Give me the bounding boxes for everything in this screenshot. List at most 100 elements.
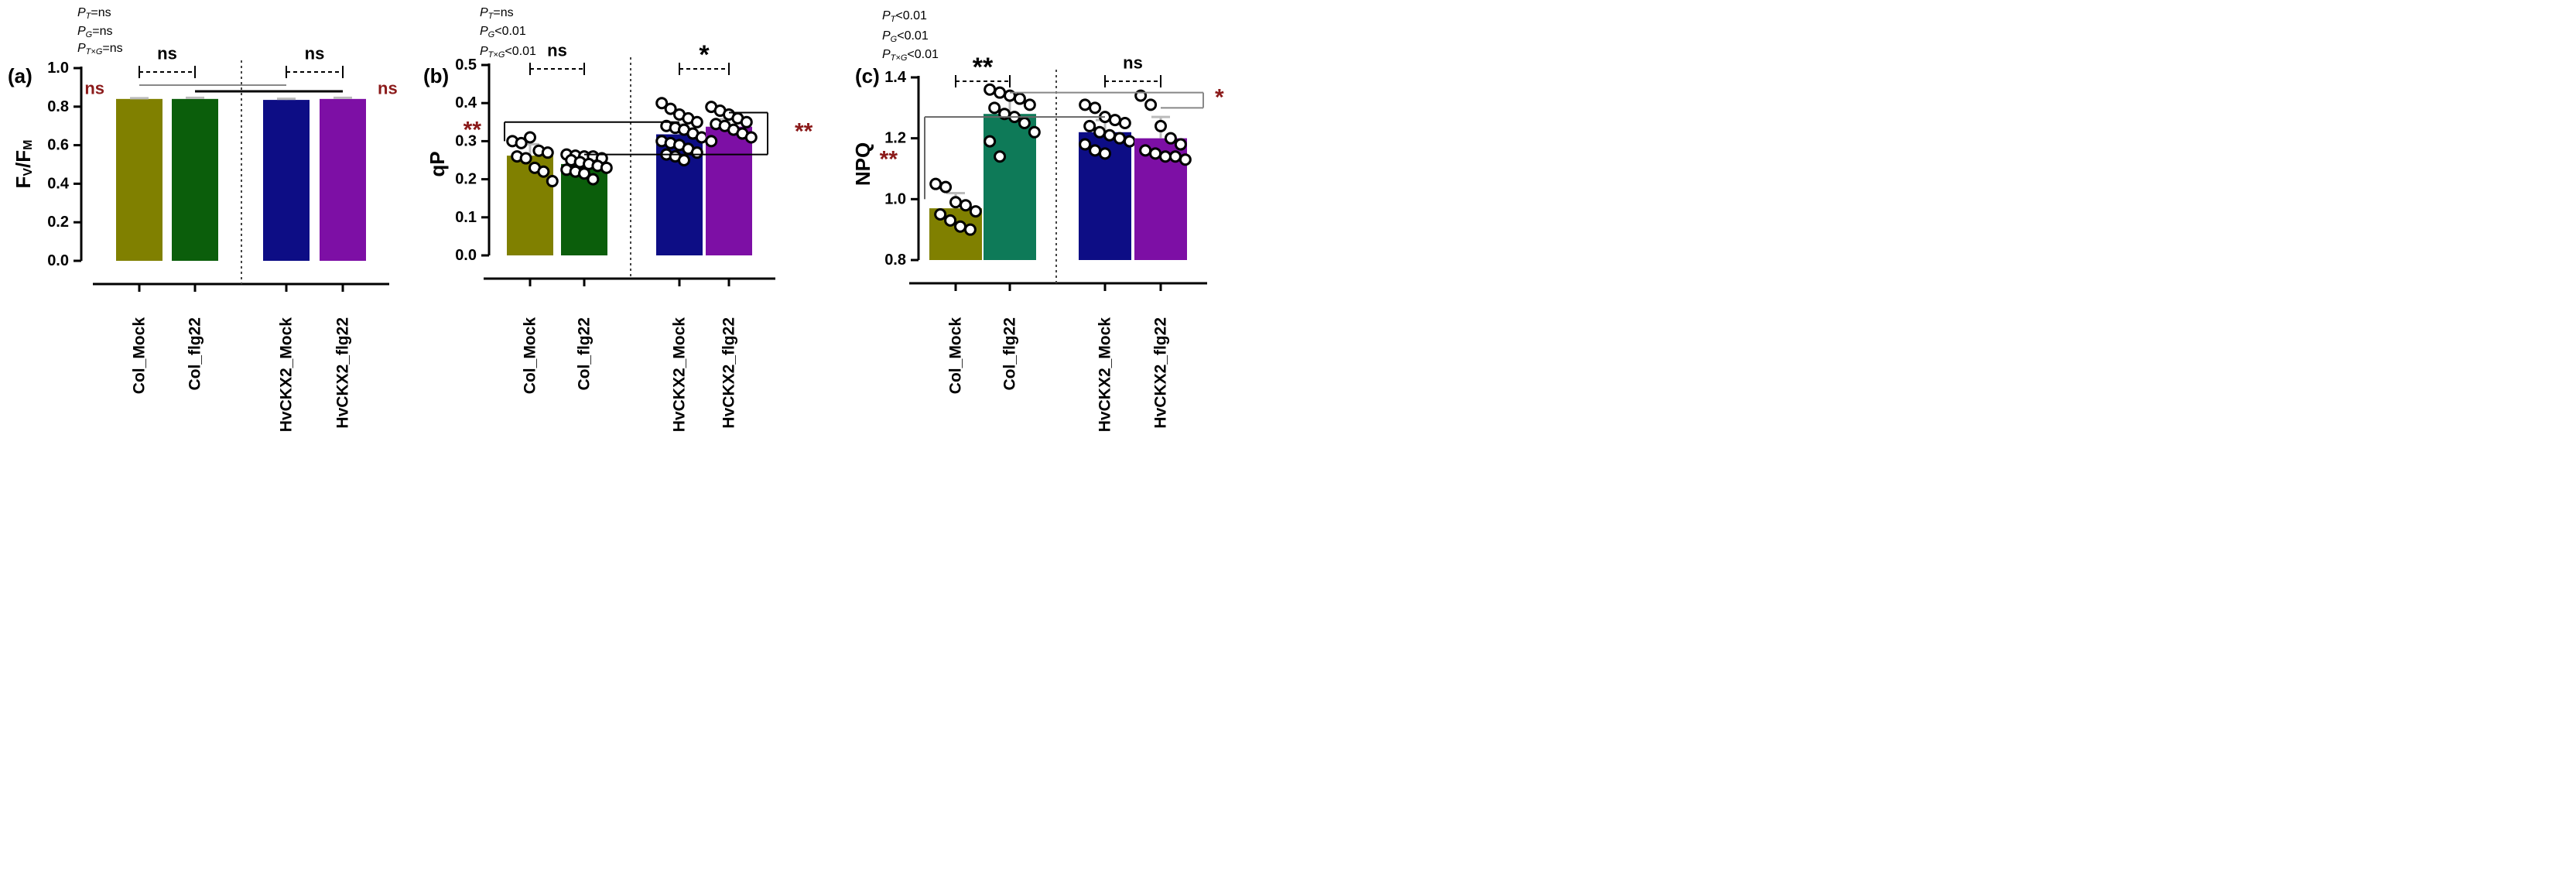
data-point	[1164, 132, 1177, 145]
stat-sub: T	[488, 12, 494, 21]
panel-b: (b)PT=nsPG<0.01PT×G<0.01qP0.00.10.20.30.…	[423, 6, 813, 433]
data-point	[1108, 114, 1121, 127]
y-axis-label-part: /F	[12, 150, 35, 168]
stat-p: P	[77, 42, 86, 55]
bar	[320, 98, 366, 261]
stat-sub: T×G	[86, 47, 103, 56]
side-sig-label: **	[795, 119, 813, 145]
data-point	[1149, 147, 1162, 160]
stat-line: PT×G<0.01	[882, 48, 939, 63]
data-point	[1155, 119, 1167, 132]
data-point	[1013, 92, 1026, 105]
stat-p: P	[77, 6, 86, 19]
stat-line: PT×G=ns	[77, 42, 123, 57]
y-tick-label: 0.8	[47, 98, 69, 115]
y-axis-label: qP	[426, 151, 449, 176]
y-tick-label: 0.6	[47, 137, 69, 154]
data-point	[1023, 98, 1036, 111]
data-point	[1174, 138, 1187, 151]
sig-label: ns	[157, 44, 177, 63]
panel-c: (c)PT<0.01PG<0.01PT×G<0.01NPQ0.81.01.21.…	[851, 9, 1224, 433]
data-point	[1144, 98, 1158, 111]
data-point	[944, 214, 957, 227]
data-point	[1079, 98, 1092, 111]
data-point	[1099, 147, 1111, 160]
data-point	[1028, 125, 1041, 139]
x-tick-label: HvCKX2_flg22	[720, 317, 738, 429]
data-point	[984, 83, 997, 96]
stat-rest: =ns	[102, 42, 122, 55]
data-point	[939, 180, 953, 193]
sig-label: ns	[547, 41, 567, 60]
x-tick-label: Col_flg22	[576, 317, 594, 391]
stat-rest: <0.01	[494, 25, 526, 38]
data-point	[578, 167, 590, 180]
data-point	[1083, 119, 1096, 132]
y-tick-label: 1.0	[47, 60, 69, 77]
stat-rest: <0.01	[505, 45, 536, 58]
y-tick-label: 0.2	[455, 171, 477, 188]
data-point	[664, 102, 677, 115]
y-tick-label: 0.4	[455, 94, 477, 111]
sig-label: ns	[1123, 53, 1143, 73]
data-point	[1168, 150, 1182, 163]
x-tick-label: HvCKX2_flg22	[1152, 317, 1170, 429]
sig-label: *	[699, 40, 710, 70]
data-point	[690, 115, 703, 128]
y-tick-label: 0.8	[884, 252, 906, 269]
stat-p: P	[480, 6, 488, 19]
data-point	[678, 154, 690, 166]
y-tick-label: 0.5	[455, 56, 477, 74]
data-point	[524, 131, 536, 144]
data-point	[994, 86, 1007, 99]
data-point	[1123, 135, 1136, 148]
stat-sub: G	[891, 35, 898, 44]
data-point	[959, 199, 972, 212]
stat-line: PT×G<0.01	[480, 45, 536, 60]
side-sig-label: **	[880, 147, 898, 173]
stat-p: P	[882, 9, 891, 22]
data-point	[1159, 150, 1172, 163]
data-point	[1089, 101, 1102, 115]
y-axis-label: NPQ	[851, 142, 874, 186]
x-tick-label: Col_Mock	[947, 317, 965, 395]
data-point	[655, 97, 669, 110]
x-tick-label: HvCKX2_flg22	[334, 317, 352, 429]
y-axis-label-part: M	[22, 140, 35, 150]
sig-label: ns	[305, 44, 325, 63]
stat-p: P	[77, 25, 86, 38]
data-point	[744, 131, 758, 144]
x-tick-label: Col_Mock	[131, 317, 149, 395]
stat-rest: <0.01	[897, 29, 929, 43]
stat-p: P	[480, 25, 488, 38]
stat-p: P	[882, 48, 891, 61]
data-point	[949, 196, 962, 209]
panel-label: (b)	[423, 64, 449, 87]
y-tick-label: 0.3	[455, 132, 477, 149]
y-tick-label: 1.4	[884, 69, 907, 86]
stat-line: PT=ns	[77, 6, 111, 22]
side-sig-label: ns	[84, 79, 104, 98]
stat-rest: =ns	[91, 6, 111, 19]
stat-sub: G	[86, 30, 93, 39]
stat-sub: T	[891, 15, 897, 24]
y-tick-label: 1.0	[884, 190, 906, 207]
y-tick-label: 0.1	[455, 209, 477, 226]
stat-line: PG<0.01	[480, 25, 526, 40]
stat-p: P	[480, 45, 488, 58]
stat-sub: T×G	[891, 53, 908, 63]
data-point	[1118, 117, 1131, 129]
data-point	[929, 177, 942, 190]
bar	[263, 100, 310, 261]
data-point	[587, 173, 600, 186]
sig-label: **	[973, 53, 994, 82]
data-point	[705, 135, 718, 148]
data-point	[740, 115, 753, 128]
bar	[172, 98, 218, 261]
data-point	[934, 208, 947, 221]
side-sig-label: *	[1215, 85, 1224, 111]
data-point	[1113, 132, 1126, 145]
y-tick-label: 0.2	[47, 214, 69, 231]
stat-sub: G	[488, 30, 495, 39]
